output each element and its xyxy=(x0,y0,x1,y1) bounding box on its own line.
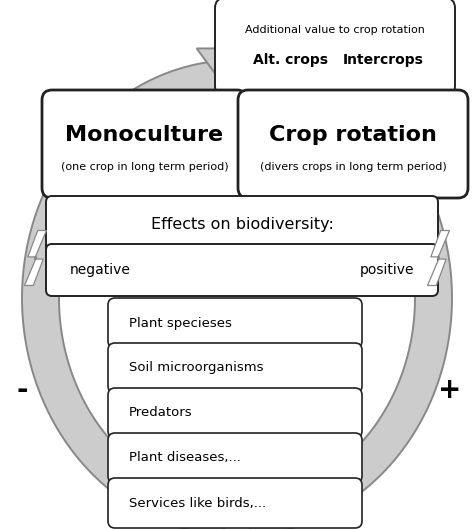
Text: Additional value to crop rotation: Additional value to crop rotation xyxy=(245,25,425,35)
FancyBboxPatch shape xyxy=(238,90,468,198)
Text: (one crop in long term period): (one crop in long term period) xyxy=(61,162,228,172)
Text: Alt. crops: Alt. crops xyxy=(254,53,328,67)
FancyBboxPatch shape xyxy=(108,433,362,483)
FancyBboxPatch shape xyxy=(108,298,362,348)
Text: negative: negative xyxy=(70,263,131,277)
FancyBboxPatch shape xyxy=(46,244,438,296)
FancyBboxPatch shape xyxy=(46,196,438,252)
FancyBboxPatch shape xyxy=(42,90,247,198)
FancyBboxPatch shape xyxy=(215,0,455,96)
Polygon shape xyxy=(221,488,277,526)
FancyBboxPatch shape xyxy=(108,343,362,393)
Text: Effects on biodiversity:: Effects on biodiversity: xyxy=(151,216,333,232)
Text: Predators: Predators xyxy=(129,406,192,419)
Text: Services like birds,...: Services like birds,... xyxy=(129,497,266,509)
Text: Crop rotation: Crop rotation xyxy=(269,125,437,145)
Text: (divers crops in long term period): (divers crops in long term period) xyxy=(260,162,447,172)
Text: Plant diseases,...: Plant diseases,... xyxy=(129,451,241,464)
Text: Monoculture: Monoculture xyxy=(65,125,224,145)
Text: Plant specieses: Plant specieses xyxy=(129,316,232,330)
Polygon shape xyxy=(25,231,46,286)
Text: -: - xyxy=(16,376,28,404)
Polygon shape xyxy=(428,231,449,286)
Text: Soil microorganisms: Soil microorganisms xyxy=(129,361,264,375)
Polygon shape xyxy=(248,60,452,529)
FancyBboxPatch shape xyxy=(108,478,362,528)
Polygon shape xyxy=(197,49,253,86)
Text: +: + xyxy=(438,376,462,404)
Polygon shape xyxy=(22,60,226,529)
FancyBboxPatch shape xyxy=(108,388,362,438)
Text: positive: positive xyxy=(359,263,414,277)
Text: Intercrops: Intercrops xyxy=(343,53,424,67)
